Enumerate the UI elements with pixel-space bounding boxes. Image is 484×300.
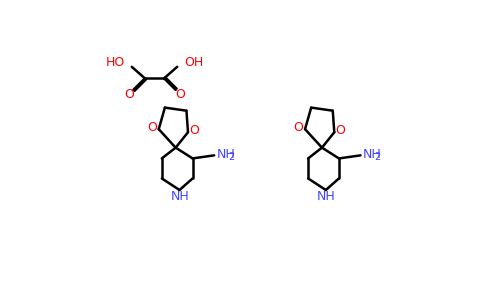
Text: HO: HO xyxy=(106,56,125,69)
Text: O: O xyxy=(189,124,199,137)
Text: O: O xyxy=(124,88,134,101)
Text: NH: NH xyxy=(317,190,336,203)
Text: NH: NH xyxy=(363,148,381,161)
Text: 2: 2 xyxy=(374,152,380,162)
Text: O: O xyxy=(335,124,346,137)
Text: OH: OH xyxy=(184,56,203,69)
Text: O: O xyxy=(293,121,303,134)
Text: O: O xyxy=(147,121,157,134)
Text: NH: NH xyxy=(171,190,190,203)
Text: O: O xyxy=(175,88,185,101)
Text: NH: NH xyxy=(216,148,235,161)
Text: 2: 2 xyxy=(228,152,234,162)
